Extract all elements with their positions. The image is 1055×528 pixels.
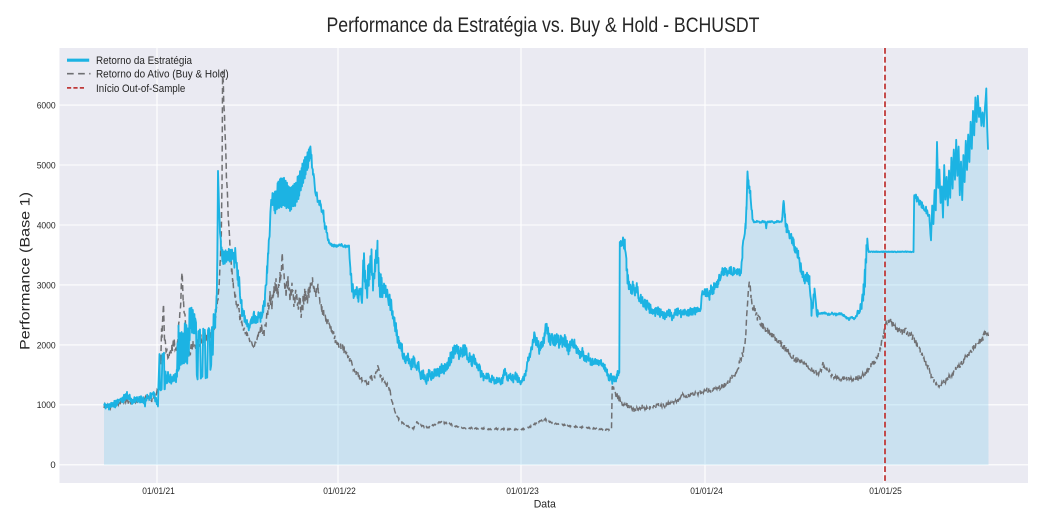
svg-text:1000: 1000 — [37, 400, 56, 411]
svg-text:Data: Data — [534, 499, 557, 511]
svg-text:Performance (Base 1): Performance (Base 1) — [17, 192, 33, 350]
svg-text:01/01/23: 01/01/23 — [506, 486, 539, 497]
svg-text:Performance da Estratégia vs.: Performance da Estratégia vs. Buy & Hold… — [327, 14, 760, 37]
svg-text:4000: 4000 — [37, 220, 56, 231]
svg-text:5000: 5000 — [37, 160, 56, 171]
svg-text:0: 0 — [50, 460, 55, 471]
svg-text:6000: 6000 — [37, 101, 56, 112]
svg-text:2000: 2000 — [37, 340, 56, 351]
svg-text:Retorno da Estratégia: Retorno da Estratégia — [96, 55, 193, 67]
svg-text:Retorno do Ativo (Buy & Hold): Retorno do Ativo (Buy & Hold) — [96, 69, 229, 81]
svg-text:Início Out-of-Sample: Início Out-of-Sample — [96, 83, 185, 95]
svg-text:01/01/22: 01/01/22 — [323, 486, 356, 497]
svg-text:01/01/21: 01/01/21 — [142, 486, 175, 497]
svg-text:01/01/24: 01/01/24 — [690, 486, 723, 497]
svg-text:3000: 3000 — [37, 280, 56, 291]
svg-text:01/01/25: 01/01/25 — [869, 486, 902, 497]
